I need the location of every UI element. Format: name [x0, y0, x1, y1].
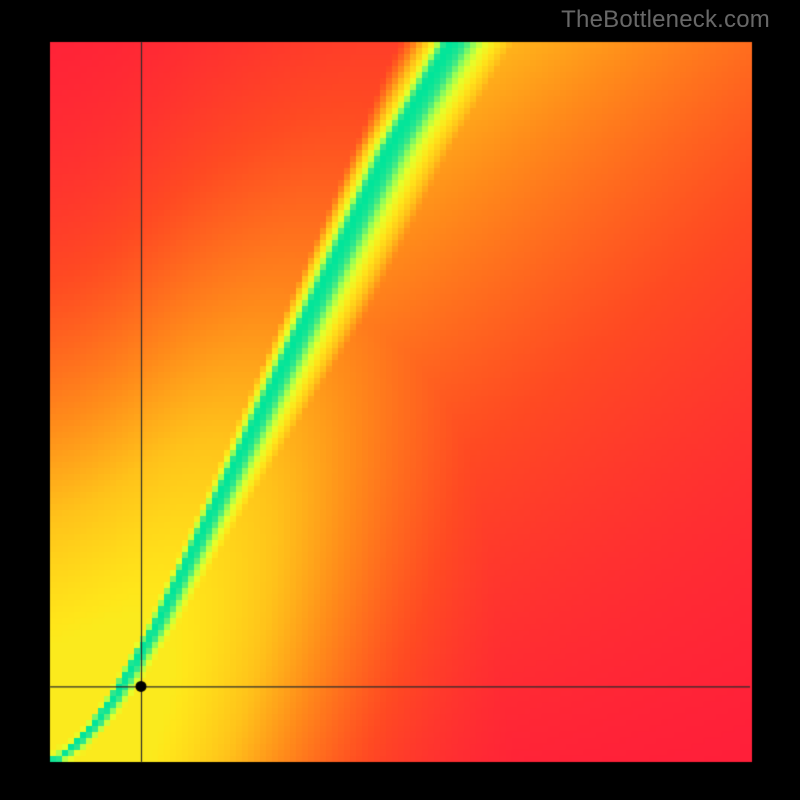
chart-container: TheBottleneck.com — [0, 0, 800, 800]
crosshair-overlay — [0, 0, 800, 800]
watermark-text: TheBottleneck.com — [561, 6, 770, 34]
